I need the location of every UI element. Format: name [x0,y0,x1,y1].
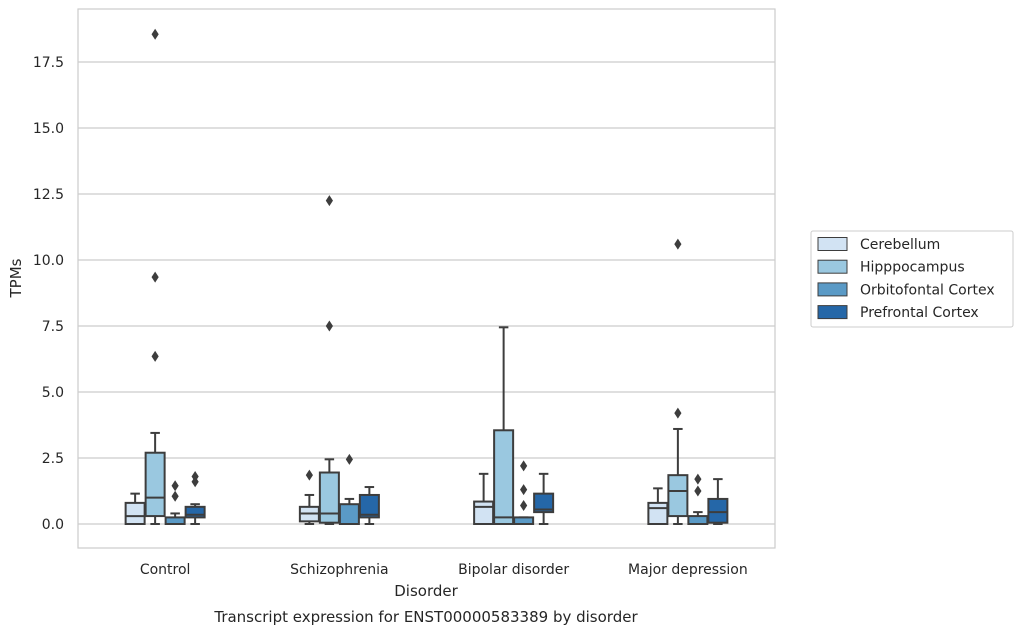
outlier-point [345,453,353,465]
legend-swatch [817,259,848,274]
legend-swatch [817,282,848,297]
y-tick-label: 10.0 [33,253,64,269]
box-cerebellum [124,492,146,526]
chart-caption: Transcript expression for ENST0000058338… [213,608,638,626]
legend-frame [810,230,1014,328]
outlier-point [694,473,702,485]
outlier-point [151,28,159,40]
outlier-point [191,470,199,482]
box-cerebellum [298,469,320,525]
outlier-point [520,460,528,472]
legend-swatch [817,305,848,320]
box-hipppocampus [493,326,515,525]
box-body [124,501,146,526]
outlier-point [520,484,528,496]
y-tick-label: 12.5 [33,187,64,203]
box-prefrontal-cortex [533,472,555,525]
legend-label: Prefrontal Cortex [860,305,979,321]
outlier-point [325,195,333,207]
legend: Cerebellum Hipppocampus Orbitofontal Corte… [810,230,1014,328]
y-tick-label: 15.0 [33,121,64,137]
box-orbitofontal-cortex [513,460,535,526]
box-cerebellum [473,472,495,525]
y-tick-labels: 0.0 2.5 5.0 7.5 10.0 12.5 15.0 17.5 [33,55,64,533]
x-tick-labels: Control Schizophrenia Bipolar disorder Majo… [140,562,748,578]
y-tick-label: 17.5 [33,55,64,71]
box-hipppocampus [318,195,340,525]
box-prefrontal-cortex [707,478,729,525]
y-tick-label: 7.5 [42,319,64,335]
box-body [184,505,206,519]
legend-items: Cerebellum Hipppocampus Orbitofontal Corte… [817,237,995,321]
outlier-point [694,485,702,497]
box-cerebellum [647,487,669,526]
box-body [493,429,515,525]
y-tick-label: 5.0 [42,385,64,401]
y-axis-label: TPMs [7,258,25,298]
outlier-point [674,407,682,419]
grid-layer [78,61,775,525]
legend-label: Hipppocampus [860,260,965,276]
box-body [687,515,709,526]
box-body [533,492,555,514]
x-axis-label: Disorder [394,582,458,600]
plot-frame [77,8,776,549]
outlier-point [325,320,333,332]
box-hipppocampus [144,28,166,525]
outlier-point [305,469,313,481]
legend-label: Orbitofontal Cortex [860,282,995,298]
box-body [707,497,729,524]
box-hipppocampus [667,238,689,525]
y-tick-label: 0.0 [42,517,64,533]
y-tick-label: 2.5 [42,451,64,467]
box-prefrontal-cortex [184,470,206,525]
box-body [318,471,340,524]
x-tick-label: Control [140,562,191,578]
outlier-point [520,500,528,512]
box-orbitofontal-cortex [164,480,186,526]
box-orbitofontal-cortex [338,453,360,526]
outlier-point [674,238,682,250]
outlier-point [151,271,159,283]
box-body [338,503,360,526]
box-body [473,500,495,525]
box-prefrontal-cortex [358,486,380,525]
outlier-point [171,490,179,502]
box-orbitofontal-cortex [687,473,709,526]
box-body [358,493,380,519]
x-tick-label: Schizophrenia [290,562,388,578]
box-body [667,474,689,518]
boxes-layer [124,28,729,526]
outlier-point [171,480,179,492]
legend-swatch [817,237,848,251]
x-tick-label: Bipolar disorder [458,562,569,578]
box-body [144,451,166,518]
x-tick-label: Major depression [628,562,748,578]
box-body [647,501,669,526]
legend-label: Cerebellum [860,237,940,253]
outlier-point [151,350,159,362]
